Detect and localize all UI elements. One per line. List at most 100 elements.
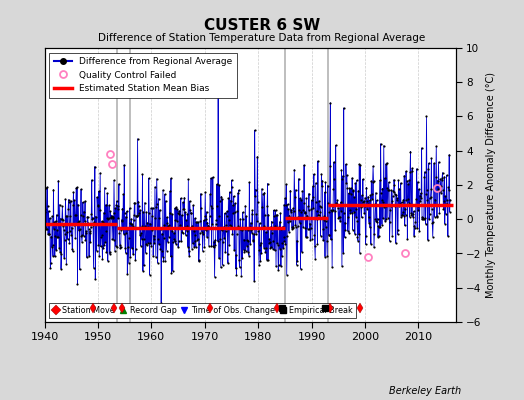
Point [161, 258, 169, 264]
Point [203, 234, 211, 240]
Point [319, 226, 327, 232]
Point [49, 253, 57, 259]
Point [184, 176, 192, 183]
Point [126, 254, 135, 260]
Point [398, 212, 406, 218]
Point [370, 216, 379, 222]
Point [156, 246, 165, 252]
Point [113, 198, 121, 204]
Point [53, 227, 62, 234]
Point [340, 105, 348, 111]
Point [186, 206, 194, 213]
Point [290, 166, 299, 173]
Point [283, 201, 292, 207]
Point [134, 198, 143, 205]
Point [169, 230, 178, 236]
Point [104, 216, 112, 222]
Point [320, 217, 328, 224]
Point [305, 226, 313, 232]
Point [148, 213, 157, 219]
Point [74, 227, 83, 234]
Point [69, 202, 77, 208]
Point [110, 209, 118, 216]
Point [401, 212, 410, 218]
Point [289, 224, 298, 230]
Point [256, 258, 265, 264]
Point [102, 249, 111, 255]
Point [51, 233, 59, 239]
Point [389, 187, 397, 194]
Point [316, 233, 325, 239]
Point [431, 196, 439, 203]
Point [154, 236, 162, 242]
Point [297, 266, 305, 272]
Point [169, 239, 178, 246]
Point [304, 203, 312, 210]
Point [391, 240, 400, 246]
Point [102, 202, 110, 208]
Point [204, 224, 212, 231]
Point [83, 214, 92, 220]
Point [348, 226, 357, 233]
Point [128, 223, 137, 230]
Point [172, 204, 180, 210]
Point [232, 252, 240, 258]
Point [140, 236, 148, 242]
Point [144, 224, 152, 230]
Point [357, 204, 365, 210]
Point [85, 230, 94, 236]
Point [310, 171, 318, 177]
Point [285, 228, 293, 235]
Point [299, 224, 308, 230]
Point [292, 224, 300, 230]
Point [143, 242, 151, 248]
Point [100, 209, 108, 216]
Point [325, 209, 334, 216]
Point [112, 243, 120, 249]
Point [354, 188, 363, 194]
Point [220, 224, 228, 231]
Point [394, 177, 402, 184]
Point [293, 258, 302, 264]
Point [136, 232, 144, 238]
Point [299, 206, 307, 213]
Point [387, 203, 395, 210]
Point [410, 232, 418, 239]
Point [318, 183, 326, 190]
Point [416, 193, 424, 199]
Point [353, 218, 361, 224]
Point [302, 234, 310, 240]
Point [151, 254, 160, 260]
Point [364, 214, 373, 220]
Point [103, 215, 111, 222]
Point [62, 213, 71, 219]
Point [107, 212, 116, 219]
Point [417, 195, 425, 201]
Point [48, 241, 57, 248]
Point [237, 272, 246, 279]
Point [365, 197, 374, 203]
Point [222, 222, 231, 228]
Point [70, 197, 79, 204]
Point [379, 142, 388, 149]
Point [430, 214, 439, 220]
Point [187, 210, 195, 216]
Point [268, 230, 277, 236]
Legend: Difference from Regional Average, Quality Control Failed, Estimated Station Mean: Difference from Regional Average, Qualit… [49, 52, 237, 98]
Point [335, 214, 343, 220]
Point [101, 184, 109, 191]
Point [353, 177, 361, 184]
Point [225, 217, 233, 223]
Point [382, 160, 390, 167]
Point [147, 205, 155, 211]
Point [428, 206, 436, 212]
Point [433, 177, 442, 184]
Point [420, 216, 428, 223]
Point [52, 212, 61, 218]
Point [184, 244, 192, 250]
Point [97, 218, 106, 224]
Point [150, 240, 159, 246]
Point [420, 174, 429, 180]
Point [389, 188, 398, 195]
Point [435, 188, 444, 194]
